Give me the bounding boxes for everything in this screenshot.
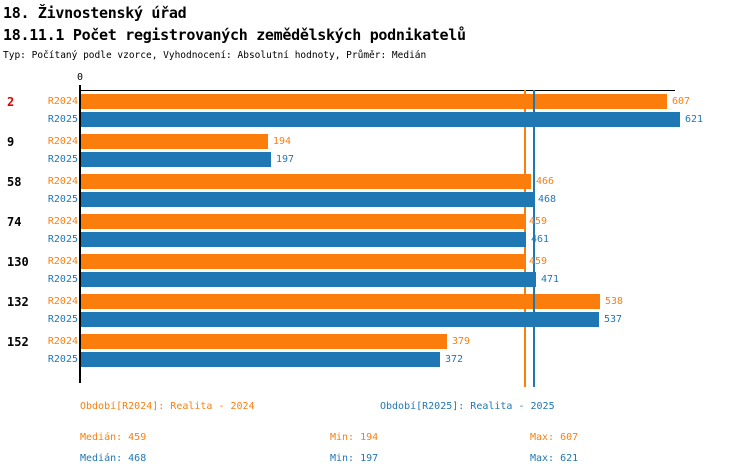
bar-r2024-cat-132 (81, 294, 600, 309)
bar-r2025-cat-58 (81, 192, 533, 207)
category-label-130: 130 (7, 255, 29, 269)
series-label-r2024-cat-9: R2024 (47, 136, 78, 147)
series-label-r2025-cat-58: R2025 (47, 194, 78, 205)
value-label-r2025-cat-152: 372 (445, 354, 464, 365)
value-label-r2024-cat-2: 607 (672, 96, 691, 107)
stat-r2025-median: Medián: 468 (80, 453, 147, 464)
bar-r2024-cat-152 (81, 334, 447, 349)
value-label-r2025-cat-132: 537 (604, 314, 623, 325)
series-label-r2025-cat-132: R2025 (47, 314, 78, 325)
stat-r2025-min: Min: 197 (330, 453, 379, 464)
bar-r2024-cat-130 (81, 254, 524, 269)
series-label-r2024-cat-132: R2024 (47, 296, 78, 307)
bar-r2024-cat-9 (81, 134, 268, 149)
value-label-r2024-cat-74: 459 (529, 216, 548, 227)
value-label-r2025-cat-130: 471 (541, 274, 560, 285)
value-label-r2024-cat-58: 466 (536, 176, 555, 187)
series-label-r2025-cat-152: R2025 (47, 354, 78, 365)
value-label-r2024-cat-130: 459 (529, 256, 548, 267)
category-label-74: 74 (7, 215, 22, 229)
bar-r2025-cat-9 (81, 152, 271, 167)
stat-r2025-max: Max: 621 (530, 453, 579, 464)
bar-r2025-cat-130 (81, 272, 536, 287)
value-label-r2025-cat-9: 197 (276, 154, 295, 165)
x-axis-origin-label: 0 (76, 72, 84, 83)
stat-r2024-median: Medián: 459 (80, 432, 147, 443)
page-title: 18. Živnostenský úřad (3, 4, 187, 22)
bar-r2025-cat-132 (81, 312, 599, 327)
bar-r2025-cat-2 (81, 112, 680, 127)
bar-r2025-cat-152 (81, 352, 440, 367)
category-label-9: 9 (7, 135, 15, 149)
series-label-r2025-cat-9: R2025 (47, 154, 78, 165)
legend-r2025: Období[R2025]: Realita - 2025 (380, 401, 555, 412)
bar-r2024-cat-58 (81, 174, 531, 189)
bar-chart: 2 R2024 607 R2025 621 9 R2024 194 R2025 197 58 R202… (7, 90, 704, 387)
value-label-r2025-cat-2: 621 (685, 114, 704, 125)
category-label-58: 58 (7, 175, 22, 189)
bar-r2024-cat-2 (81, 94, 667, 109)
category-label-152: 152 (7, 335, 29, 349)
value-label-r2024-cat-152: 379 (452, 336, 471, 347)
series-label-r2024-cat-152: R2024 (47, 336, 78, 347)
stat-r2024-max: Max: 607 (530, 432, 579, 443)
report-meta: Typ: Počítaný podle vzorce, Vyhodnocení:… (3, 50, 427, 61)
bar-r2024-cat-74 (81, 214, 524, 229)
median-line-r2025 (533, 90, 535, 387)
bar-r2025-cat-74 (81, 232, 526, 247)
series-label-r2025-cat-2: R2025 (47, 114, 78, 125)
stat-r2024-min: Min: 194 (330, 432, 379, 443)
x-axis-line (79, 90, 675, 91)
legend-r2024: Období[R2024]: Realita - 2024 (80, 401, 255, 412)
series-label-r2025-cat-130: R2025 (47, 274, 78, 285)
value-label-r2025-cat-58: 468 (538, 194, 557, 205)
page-subtitle: 18.11.1 Počet registrovaných zemědělskýc… (3, 26, 466, 44)
series-label-r2024-cat-74: R2024 (47, 216, 78, 227)
y-axis-line (79, 85, 81, 383)
category-label-132: 132 (7, 295, 29, 309)
value-label-r2025-cat-74: 461 (531, 234, 550, 245)
series-label-r2024-cat-130: R2024 (47, 256, 78, 267)
series-label-r2024-cat-58: R2024 (47, 176, 78, 187)
category-label-2: 2 (7, 95, 15, 109)
series-label-r2025-cat-74: R2025 (47, 234, 78, 245)
value-label-r2024-cat-132: 538 (605, 296, 624, 307)
series-label-r2024-cat-2: R2024 (47, 96, 78, 107)
value-label-r2024-cat-9: 194 (273, 136, 292, 147)
